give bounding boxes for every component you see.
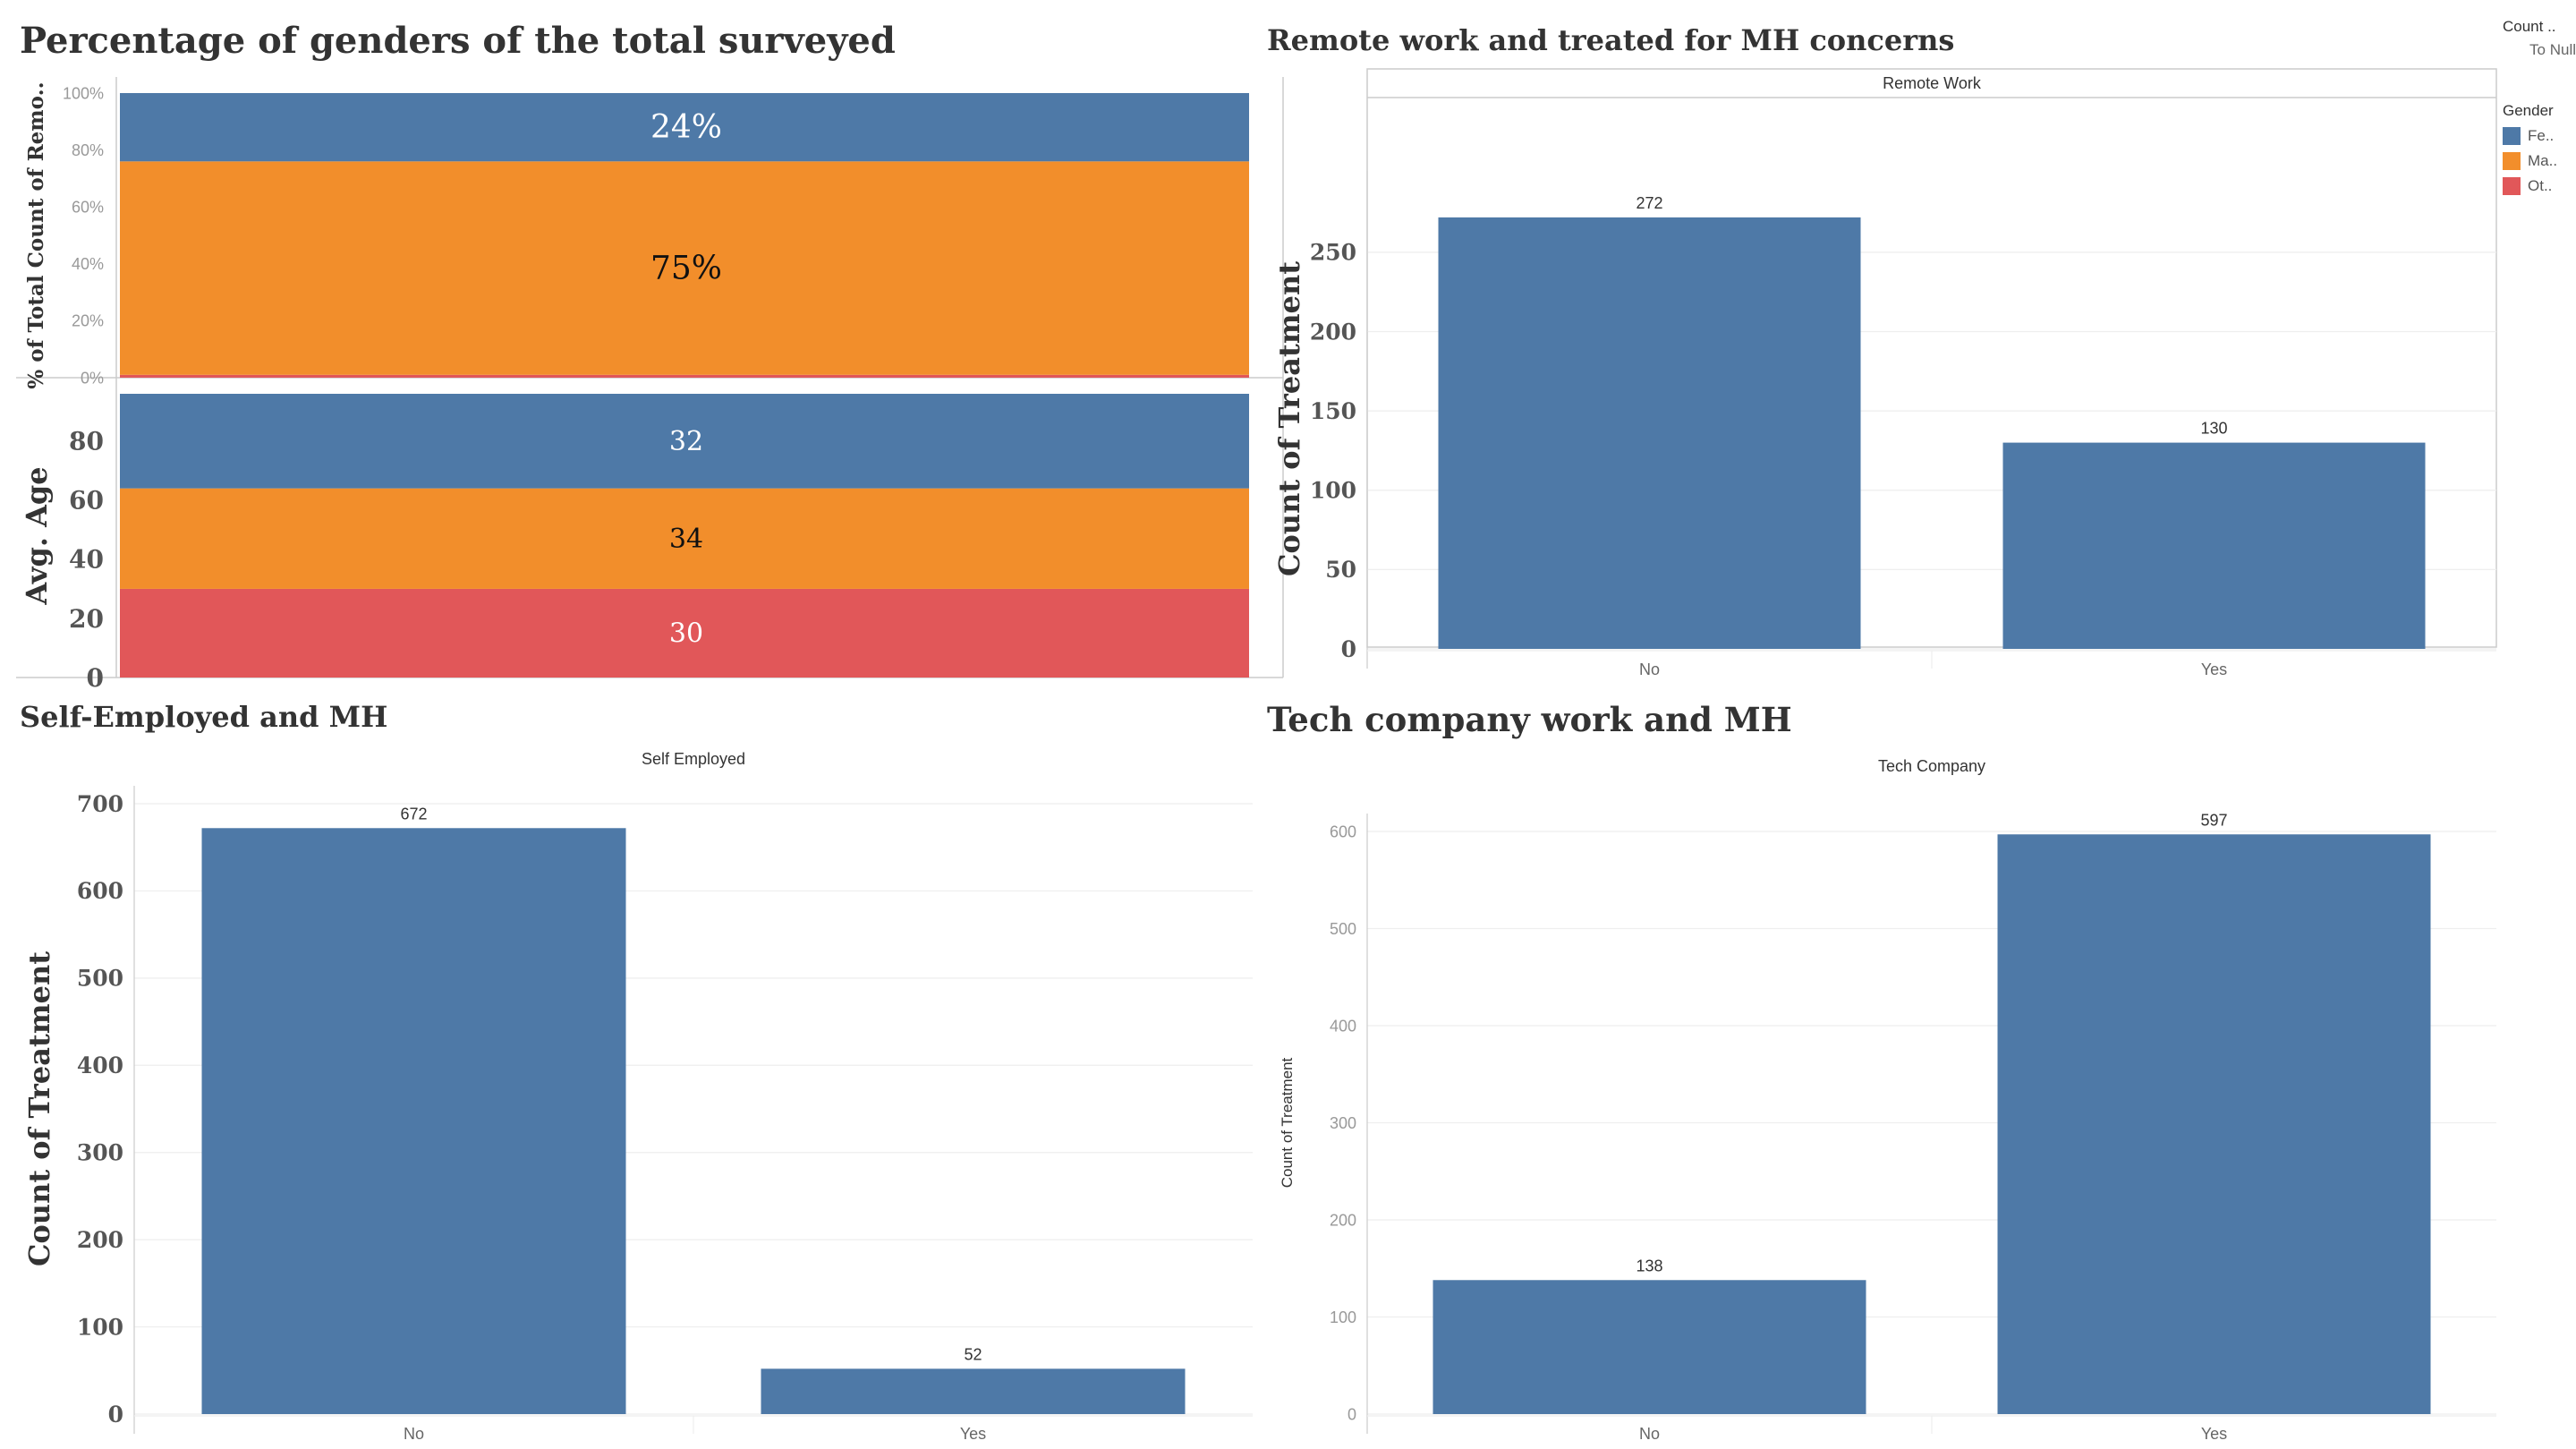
legend-swatch [2503, 152, 2521, 170]
stacked-bar-segment [120, 394, 1249, 489]
stacked-bar-segment [120, 588, 1249, 678]
y-tick-label: 40% [72, 255, 104, 273]
x-tick-label: Yes [2201, 1425, 2227, 1443]
x-tick-label: No [404, 1425, 424, 1443]
bar-value-label: 130 [2200, 420, 2227, 438]
legend-gender-title: Gender [2503, 102, 2554, 119]
y-tick-label: 80 [69, 427, 104, 456]
y-tick-label: 300 [77, 1139, 123, 1165]
y-tick-label: 200 [77, 1227, 123, 1253]
y-tick-label: 60% [72, 199, 104, 217]
y-tick-label: 0% [81, 369, 104, 387]
stacked-bar-segment [120, 374, 1249, 378]
y-axis-title: Count of Treatment [22, 951, 56, 1266]
y-tick-label: 40 [69, 545, 104, 575]
y-tick-label: 0 [87, 663, 104, 693]
y-tick-label: 80% [72, 141, 104, 159]
bar-value-label: 32 [669, 426, 703, 457]
y-tick-label: 600 [1330, 823, 1356, 840]
stacked-bar-segment [120, 488, 1249, 589]
y-tick-label: 700 [77, 791, 123, 817]
y-tick-label: 100 [77, 1314, 123, 1340]
y-axis-title: Count of Treatment [1279, 1057, 1296, 1188]
legend-swatch [2503, 127, 2521, 145]
y-tick-label: 400 [77, 1053, 123, 1078]
chart-title-remote-work: Remote work and treated for MH concerns [1267, 23, 1955, 57]
y-tick-label: 250 [1310, 240, 1356, 266]
y-tick-label: 100 [1330, 1308, 1356, 1326]
legend-size-subtitle: To Null [2529, 41, 2576, 58]
y-tick-label: 0 [108, 1402, 123, 1428]
x-tick-label: No [1639, 1425, 1660, 1443]
y-axis-title: Avg. Age [20, 466, 54, 605]
y-tick-label: 500 [1330, 920, 1356, 938]
chart-header: Remote Work [1883, 74, 1982, 92]
bar-value-label: 52 [964, 1345, 982, 1363]
bar [2002, 442, 2426, 649]
y-tick-label: 200 [1310, 319, 1356, 345]
x-tick-label: No [1639, 661, 1660, 678]
y-tick-label: 100 [1310, 478, 1356, 504]
x-tick-label: Yes [960, 1425, 986, 1443]
y-tick-label: 0 [1341, 636, 1356, 662]
bar-value-label: 138 [1636, 1257, 1662, 1274]
y-tick-label: 50 [1325, 557, 1356, 583]
bar [1438, 217, 1861, 649]
y-tick-label: 200 [1330, 1211, 1356, 1229]
y-tick-label: 600 [77, 878, 123, 904]
bar-value-label: 30 [669, 618, 703, 649]
y-tick-label: 20% [72, 312, 104, 330]
stacked-bar-segment [120, 161, 1249, 375]
bar [201, 828, 626, 1414]
y-tick-label: 60 [69, 486, 104, 516]
stacked-bar-segment [120, 93, 1249, 162]
x-tick-label: Yes [2201, 661, 2227, 678]
chart-title-tech-company: Tech company work and MH [1267, 700, 1792, 739]
chart-header: Self Employed [642, 750, 745, 768]
y-tick-label: 400 [1330, 1017, 1356, 1035]
legend-item-female[interactable]: Fe.. [2503, 127, 2576, 145]
legend-item-male[interactable]: Ma.. [2503, 152, 2576, 170]
y-tick-label: 100% [63, 84, 104, 102]
chart-title-gender-percentage: Percentage of genders of the total surve… [20, 20, 896, 62]
bar [761, 1368, 1186, 1414]
bar-value-label: 34 [669, 524, 703, 555]
legend-size-title: Count .. [2503, 18, 2556, 35]
bar-value-label: 272 [1636, 194, 1662, 212]
y-tick-label: 300 [1330, 1114, 1356, 1132]
chart-title-self-employed: Self-Employed and MH [20, 700, 388, 734]
legend-swatch [2503, 177, 2521, 195]
legend-label: Fe.. [2528, 127, 2555, 144]
legend-label: Ma.. [2528, 152, 2558, 169]
bar-value-label: 597 [2200, 811, 2227, 829]
bar [1433, 1280, 1866, 1414]
legend-label: Ot.. [2528, 177, 2553, 194]
y-tick-label: 20 [69, 604, 104, 634]
bar [1997, 834, 2431, 1414]
bar-value-label: 75% [650, 251, 722, 287]
chart-header: Tech Company [1878, 757, 1985, 775]
legend-item-other[interactable]: Ot.. [2503, 177, 2576, 195]
legend: Count .. To Null Gender Fe.. Ma.. Ot.. [2503, 18, 2576, 195]
y-tick-label: 500 [77, 966, 123, 992]
bar-value-label: 672 [400, 805, 427, 823]
y-axis-title: % of Total Count of Remo.. [24, 81, 48, 388]
bar-value-label: 24% [650, 109, 722, 146]
y-tick-label: 0 [1348, 1405, 1356, 1423]
y-tick-label: 150 [1310, 398, 1356, 424]
y-axis-title: Count of Treatment [1272, 261, 1306, 576]
